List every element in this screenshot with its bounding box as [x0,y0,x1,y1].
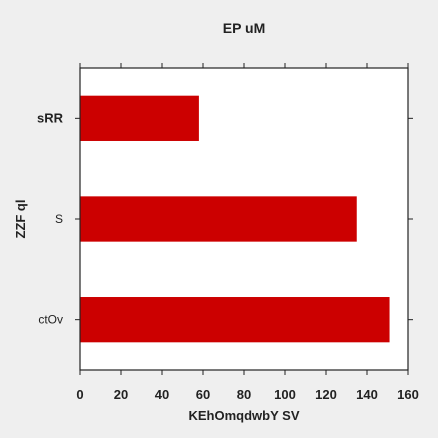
bar-srr [80,95,199,141]
x-tick-label-20: 20 [114,387,128,402]
x-tick-label-100: 100 [274,387,296,402]
y-tick-label-ctov: ctOv [38,313,63,327]
x-tick-label-120: 120 [315,387,337,402]
bar-s [80,196,357,242]
y-tick-label-s: S [55,212,63,226]
x-tick-label-160: 160 [397,387,419,402]
plot-frame [79,67,409,371]
x-tick-label-40: 40 [155,387,169,402]
y-tick-label-srr: sRR [37,110,64,125]
y-axis-label: ZZF ql [13,200,28,239]
chart-title: EP uM [223,20,266,36]
bars-layer [80,95,390,343]
bar-ctov [80,297,390,343]
x-tick-label-140: 140 [356,387,378,402]
x-tick-label-80: 80 [237,387,251,402]
x-tick-label-60: 60 [196,387,210,402]
x-tick-label-0: 0 [76,387,83,402]
x-axis-label: KEhOmqdwbY SV [189,408,300,423]
